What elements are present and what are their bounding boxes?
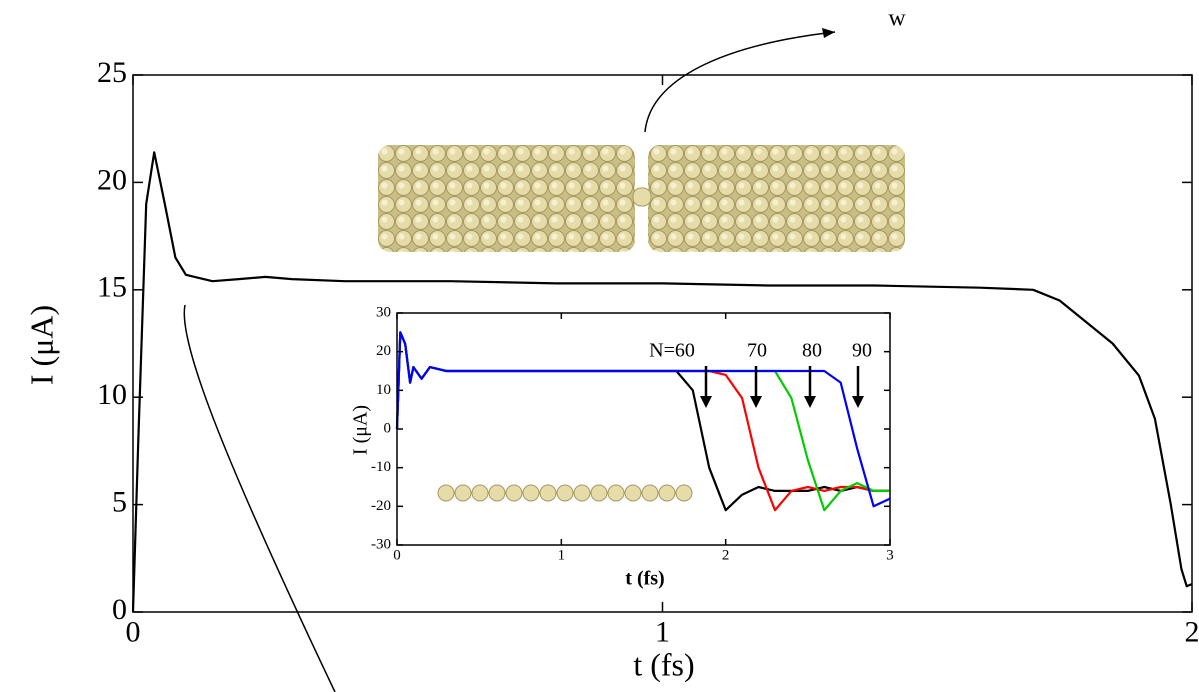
series-label: N=60 xyxy=(649,340,695,362)
x-tick-label: 1 xyxy=(655,615,670,648)
x-tick-label: 2 xyxy=(722,548,730,564)
atom xyxy=(523,485,539,501)
series-label: 70 xyxy=(747,340,767,362)
atom xyxy=(676,485,692,501)
x-tick-label: 0 xyxy=(126,615,141,648)
x-tick-label: 2 xyxy=(1185,615,1199,648)
atom xyxy=(642,485,658,501)
arrow-head xyxy=(822,28,835,38)
atom xyxy=(557,485,573,501)
y-tick-label: -30 xyxy=(371,536,391,552)
atom xyxy=(455,485,471,501)
y-axis-label: I (μA) xyxy=(23,305,59,385)
chain-illustration xyxy=(438,485,692,501)
y-tick-label: 10 xyxy=(376,382,391,398)
y-tick-label: 0 xyxy=(384,420,392,436)
series-label: 90 xyxy=(852,340,872,362)
y-tick-label: 5 xyxy=(112,485,127,518)
y-tick-label: 20 xyxy=(97,163,127,196)
y-tick-label: 10 xyxy=(97,378,127,411)
y-tick-label: 30 xyxy=(376,304,391,320)
pointer-arrow xyxy=(645,32,835,132)
y-tick-label: -10 xyxy=(371,459,391,475)
x-tick-label: 0 xyxy=(393,548,401,564)
y-tick-label: 25 xyxy=(97,56,127,89)
x-axis-label: t (fs) xyxy=(625,568,664,590)
atom xyxy=(591,485,607,501)
nanowire-illustration xyxy=(378,145,905,252)
pointer-line xyxy=(184,305,335,692)
atom xyxy=(472,485,488,501)
atom xyxy=(489,485,505,501)
x-tick-label: 3 xyxy=(886,548,894,564)
atom xyxy=(659,485,675,501)
atom xyxy=(540,485,556,501)
y-tick-label: 15 xyxy=(97,271,127,304)
atom xyxy=(625,485,641,501)
x-axis-label: t (fs) xyxy=(633,646,694,682)
figure: w 0 5 10 15 20 25 0 1 2 t (fs) I (μA) -30 -20 -10 0 10 2… xyxy=(0,0,1199,692)
y-tick-label: -20 xyxy=(371,498,391,514)
annotation: w xyxy=(888,6,906,32)
atom xyxy=(574,485,590,501)
atom xyxy=(608,485,624,501)
x-tick-label: 1 xyxy=(558,548,566,564)
atom xyxy=(438,485,454,501)
y-axis-label: I (μA) xyxy=(350,405,372,455)
atom xyxy=(506,485,522,501)
y-tick-label: 20 xyxy=(376,343,391,359)
series-label: 80 xyxy=(802,340,822,362)
